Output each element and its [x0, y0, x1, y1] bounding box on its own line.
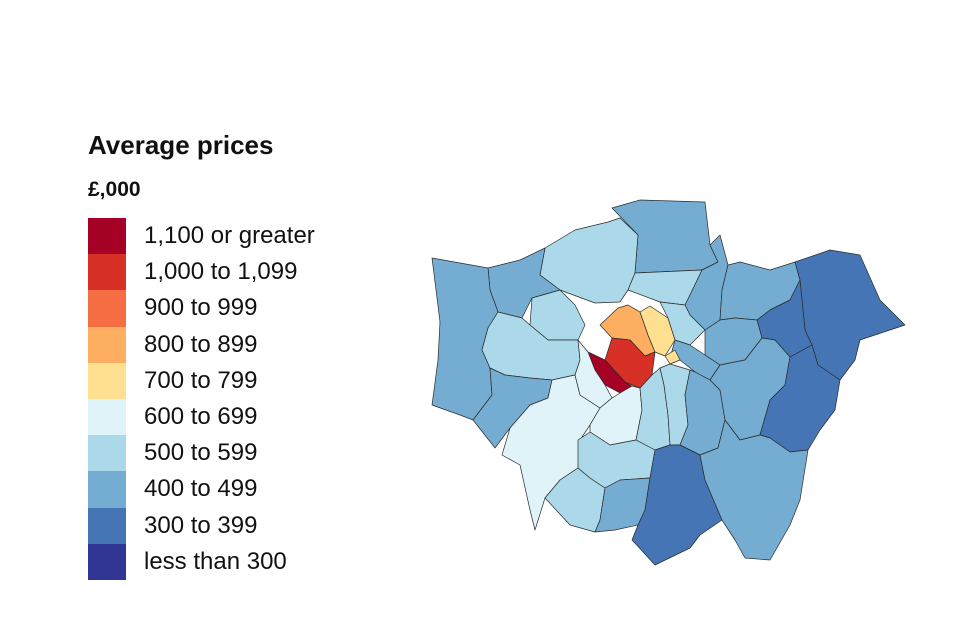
- legend-swatch: [88, 543, 126, 580]
- borough-hackney: [659, 301, 706, 346]
- borough-city-of-london: [664, 349, 681, 365]
- legend-label: 300 to 399: [144, 511, 258, 539]
- legend-swatch: [88, 218, 126, 255]
- legend-item: 500 to 599: [88, 435, 388, 472]
- legend-label: less than 300: [144, 547, 287, 575]
- legend-label: 600 to 699: [144, 403, 258, 431]
- borough-croydon: [631, 444, 723, 566]
- legend-item: 600 to 699: [88, 398, 388, 436]
- legend-item: less than 300: [88, 543, 388, 580]
- legend-swatch: [88, 435, 126, 472]
- legend-items: 1,100 or greater 1,000 to 1,099 900 to 9…: [88, 218, 388, 580]
- legend-title: Average prices: [88, 130, 274, 160]
- legend-label: 400 to 499: [144, 475, 258, 503]
- borough-bromley: [699, 419, 809, 561]
- legend-item: 1,100 or greater: [88, 218, 388, 255]
- legend-swatch: [88, 507, 126, 544]
- legend-item: 700 to 799: [88, 362, 388, 399]
- legend-swatch: [88, 326, 126, 363]
- legend-label: 700 to 799: [144, 366, 258, 394]
- legend-label: 500 to 599: [144, 439, 258, 467]
- legend-label: 1,000 to 1,099: [144, 258, 298, 286]
- map-legend: Average prices £,000 1,100 or greater 1,…: [88, 128, 388, 580]
- legend-label: 1,100 or greater: [144, 222, 315, 250]
- legend-swatch: [88, 398, 126, 436]
- legend-label: 800 to 899: [144, 330, 258, 358]
- london-borough-map: [431, 199, 906, 566]
- legend-label: 900 to 999: [144, 294, 258, 322]
- legend-item: 300 to 399: [88, 507, 388, 544]
- legend-item: 400 to 499: [88, 471, 388, 508]
- legend-swatch: [88, 254, 126, 291]
- legend-item: 800 to 899: [88, 326, 388, 363]
- legend-item: 1,000 to 1,099: [88, 254, 388, 291]
- legend-swatch: [88, 362, 126, 399]
- legend-swatch: [88, 471, 126, 508]
- legend-unit: £,000: [88, 178, 141, 201]
- borough-islington: [639, 305, 676, 357]
- legend-swatch: [88, 290, 126, 327]
- legend-item: 900 to 999: [88, 290, 388, 327]
